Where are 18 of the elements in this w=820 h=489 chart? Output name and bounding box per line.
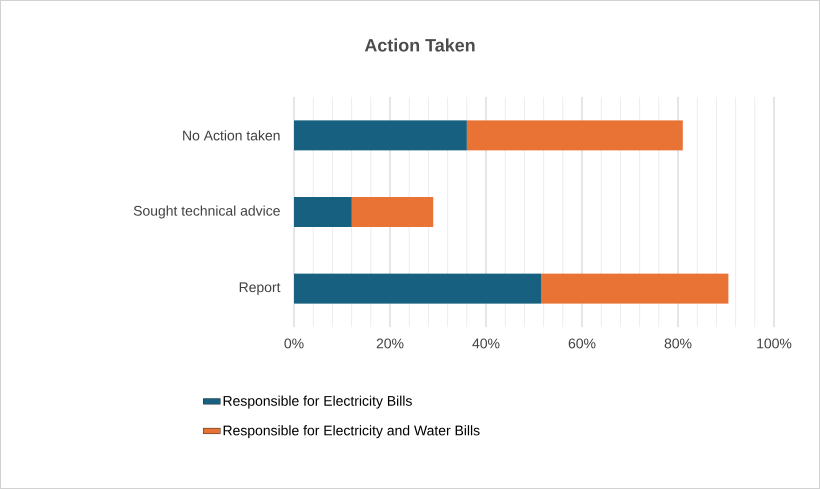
x-tick-label: 20% bbox=[376, 338, 404, 348]
y-tick-label: Report bbox=[240, 282, 280, 295]
y-tick-label: No Action taken bbox=[183, 130, 280, 140]
chart-title: Action Taken bbox=[364, 38, 475, 52]
bar bbox=[294, 197, 352, 228]
bar bbox=[466, 120, 683, 150]
x-tick-label: 100% bbox=[757, 338, 792, 348]
x-tick-label: 0% bbox=[284, 338, 304, 348]
bar bbox=[294, 274, 542, 304]
bar bbox=[541, 274, 728, 304]
y-tick-label: Sought technical advice bbox=[134, 206, 280, 218]
legend-label: Responsible for Electricity and Water Bills bbox=[224, 425, 480, 438]
x-tick-label: 60% bbox=[568, 338, 596, 348]
bar bbox=[294, 120, 467, 150]
x-tick-label: 40% bbox=[472, 338, 500, 348]
x-tick-label: 80% bbox=[664, 338, 692, 348]
bar bbox=[352, 197, 434, 228]
legend-label: Responsible for Electricity Bills bbox=[224, 396, 412, 409]
